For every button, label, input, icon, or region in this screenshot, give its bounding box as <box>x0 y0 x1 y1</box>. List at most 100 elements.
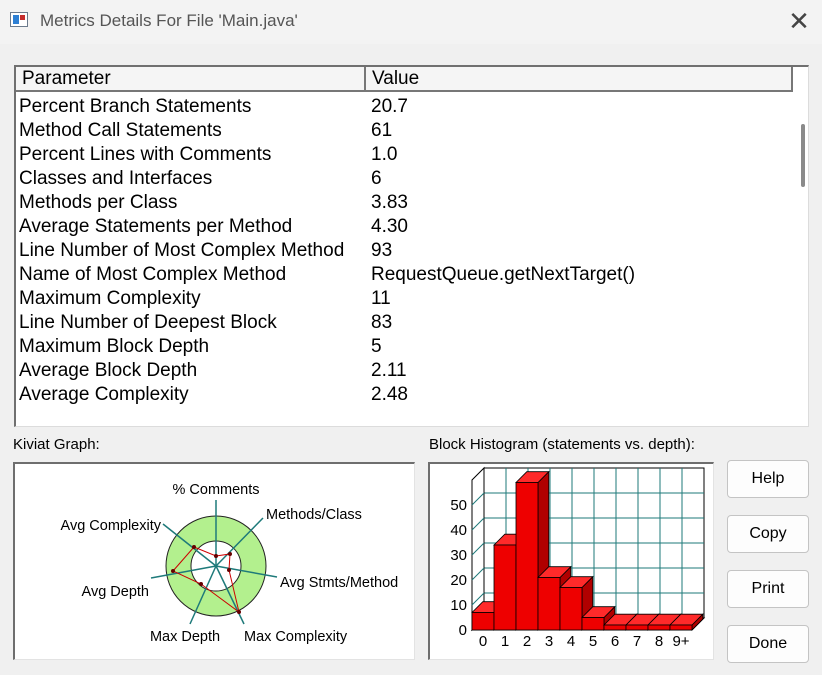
value-cell: 11 <box>371 288 391 309</box>
value-cell: 6 <box>371 168 382 189</box>
histogram-bar <box>603 624 627 631</box>
value-cell: RequestQueue.getNextTarget() <box>371 264 636 285</box>
histogram-x-tick-label: 4 <box>567 633 575 650</box>
parameter-cell: Line Number of Deepest Block <box>19 312 277 333</box>
histogram-x-tick-label: 8 <box>655 633 663 650</box>
parameter-cell: Percent Branch Statements <box>19 96 252 117</box>
histogram-grid-line <box>471 492 485 506</box>
app-window-icon <box>10 12 28 27</box>
histogram-bar <box>559 587 583 631</box>
kiviat-axis-label: Methods/Class <box>266 507 362 523</box>
kiviat-graph-chart: % Comments Methods/Class Avg Stmts/Method M… <box>61 482 399 645</box>
parameter-cell: Line Number of Most Complex Method <box>19 240 345 261</box>
scrollbar-thumb[interactable] <box>801 124 805 187</box>
column-header-value[interactable]: Value <box>366 67 793 92</box>
table-row[interactable]: Percent Lines with Comments 1.0 <box>16 143 793 167</box>
table-row[interactable]: Maximum Complexity 11 <box>16 287 793 311</box>
table-row[interactable]: Average Block Depth 2.11 <box>16 359 793 383</box>
table-row[interactable]: Method Call Statements 61 <box>16 119 793 143</box>
print-button[interactable]: Print <box>727 570 809 608</box>
histogram-bar <box>669 624 693 631</box>
value-cell: 2.48 <box>371 384 408 405</box>
window-title: Metrics Details For File 'Main.java' <box>40 11 298 30</box>
histogram-x-tick-label: 3 <box>545 633 553 650</box>
table-row[interactable]: Line Number of Most Complex Method 93 <box>16 239 793 263</box>
title-bar: Metrics Details For File 'Main.java' ✕ <box>0 0 822 44</box>
column-header-parameter[interactable]: Parameter <box>16 67 366 92</box>
kiviat-value-point <box>171 569 175 573</box>
histogram-bar <box>537 577 561 631</box>
histogram-grid-line <box>471 592 485 606</box>
done-button[interactable]: Done <box>727 625 809 663</box>
histogram-x-tick-label: 5 <box>589 633 597 650</box>
value-cell: 93 <box>371 240 393 261</box>
histogram-bar <box>493 544 517 631</box>
kiviat-axis <box>215 565 245 625</box>
parameter-cell: Method Call Statements <box>19 120 222 141</box>
parameter-cell: Percent Lines with Comments <box>19 144 272 165</box>
kiviat-axis-label: Avg Depth <box>82 584 149 600</box>
kiviat-axis-label: Avg Complexity <box>61 518 162 534</box>
parameter-cell: Maximum Block Depth <box>19 336 210 357</box>
copy-button[interactable]: Copy <box>727 515 809 553</box>
histogram-x-tick-label: 6 <box>611 633 619 650</box>
kiviat-value-point <box>227 568 231 572</box>
parameter-cell: Name of Most Complex Method <box>19 264 287 285</box>
vertical-scrollbar[interactable] <box>793 67 808 426</box>
table-row[interactable]: Maximum Block Depth 5 <box>16 335 793 359</box>
kiviat-axis <box>215 565 278 578</box>
kiviat-axis <box>215 517 264 567</box>
histogram-bar <box>471 612 495 631</box>
histogram-x-tick-label: 2 <box>523 633 531 650</box>
value-cell: 3.83 <box>371 192 408 213</box>
kiviat-value-point <box>214 554 218 558</box>
parameter-cell: Methods per Class <box>19 192 178 213</box>
metrics-rows: Percent Branch Statements 20.7 Method Call… <box>16 95 793 407</box>
histogram-x-tick-label: 0 <box>479 633 487 650</box>
kiviat-axis-label: % Comments <box>172 482 259 498</box>
kiviat-value-point <box>237 610 241 614</box>
histogram-y-tick-label: 0 <box>459 622 467 639</box>
kiviat-graph-label: Kiviat Graph: <box>13 436 100 453</box>
help-button[interactable]: Help <box>727 460 809 498</box>
kiviat-axis <box>150 565 217 579</box>
histogram-x-tick-label: 7 <box>633 633 641 650</box>
histogram-y-tick-label: 20 <box>450 572 467 589</box>
parameter-cell: Maximum Complexity <box>19 288 201 309</box>
table-row[interactable]: Line Number of Deepest Block 83 <box>16 311 793 335</box>
kiviat-value-point <box>228 552 232 556</box>
parameter-cell: Average Block Depth <box>19 360 198 381</box>
metrics-table[interactable]: Parameter Value Percent Branch Statement… <box>14 65 809 427</box>
kiviat-axis <box>189 565 217 625</box>
kiviat-axis-label: Avg Stmts/Method <box>280 575 398 591</box>
kiviat-axis-label: Max Depth <box>150 629 220 645</box>
table-row[interactable]: Name of Most Complex Method RequestQueue.… <box>16 263 793 287</box>
kiviat-value-point <box>199 582 203 586</box>
kiviat-value-polygon <box>172 546 240 614</box>
table-row[interactable]: Methods per Class 3.83 <box>16 191 793 215</box>
kiviat-axis <box>162 523 217 567</box>
histogram-grid-line <box>471 567 485 581</box>
histogram-grid-line <box>471 542 485 556</box>
block-histogram-label: Block Histogram (statements vs. depth): <box>429 436 695 453</box>
kiviat-value-point <box>192 545 196 549</box>
close-icon[interactable]: ✕ <box>788 6 810 36</box>
histogram-bar <box>581 617 605 631</box>
histogram-y-tick-label: 40 <box>450 522 467 539</box>
value-cell: 61 <box>371 120 393 141</box>
histogram-x-tick-label: 1 <box>501 633 509 650</box>
histogram-bar <box>625 624 649 631</box>
kiviat-axis-label: Max Complexity <box>244 629 348 645</box>
histogram-grid-line <box>471 517 485 531</box>
histogram-bar <box>647 624 671 631</box>
value-cell: 4.30 <box>371 216 408 237</box>
table-row[interactable]: Classes and Interfaces 6 <box>16 167 793 191</box>
table-row[interactable]: Percent Branch Statements 20.7 <box>16 95 793 119</box>
value-cell: 20.7 <box>371 96 408 117</box>
value-cell: 83 <box>371 312 393 333</box>
histogram-x-tick-label: 9+ <box>672 633 689 650</box>
table-row[interactable]: Average Statements per Method 4.30 <box>16 215 793 239</box>
table-row[interactable]: Average Complexity 2.48 <box>16 383 793 407</box>
block-histogram: 0 1 2 3 4 5 6 7 8 9+ 0 10 20 30 40 50 <box>428 462 714 660</box>
